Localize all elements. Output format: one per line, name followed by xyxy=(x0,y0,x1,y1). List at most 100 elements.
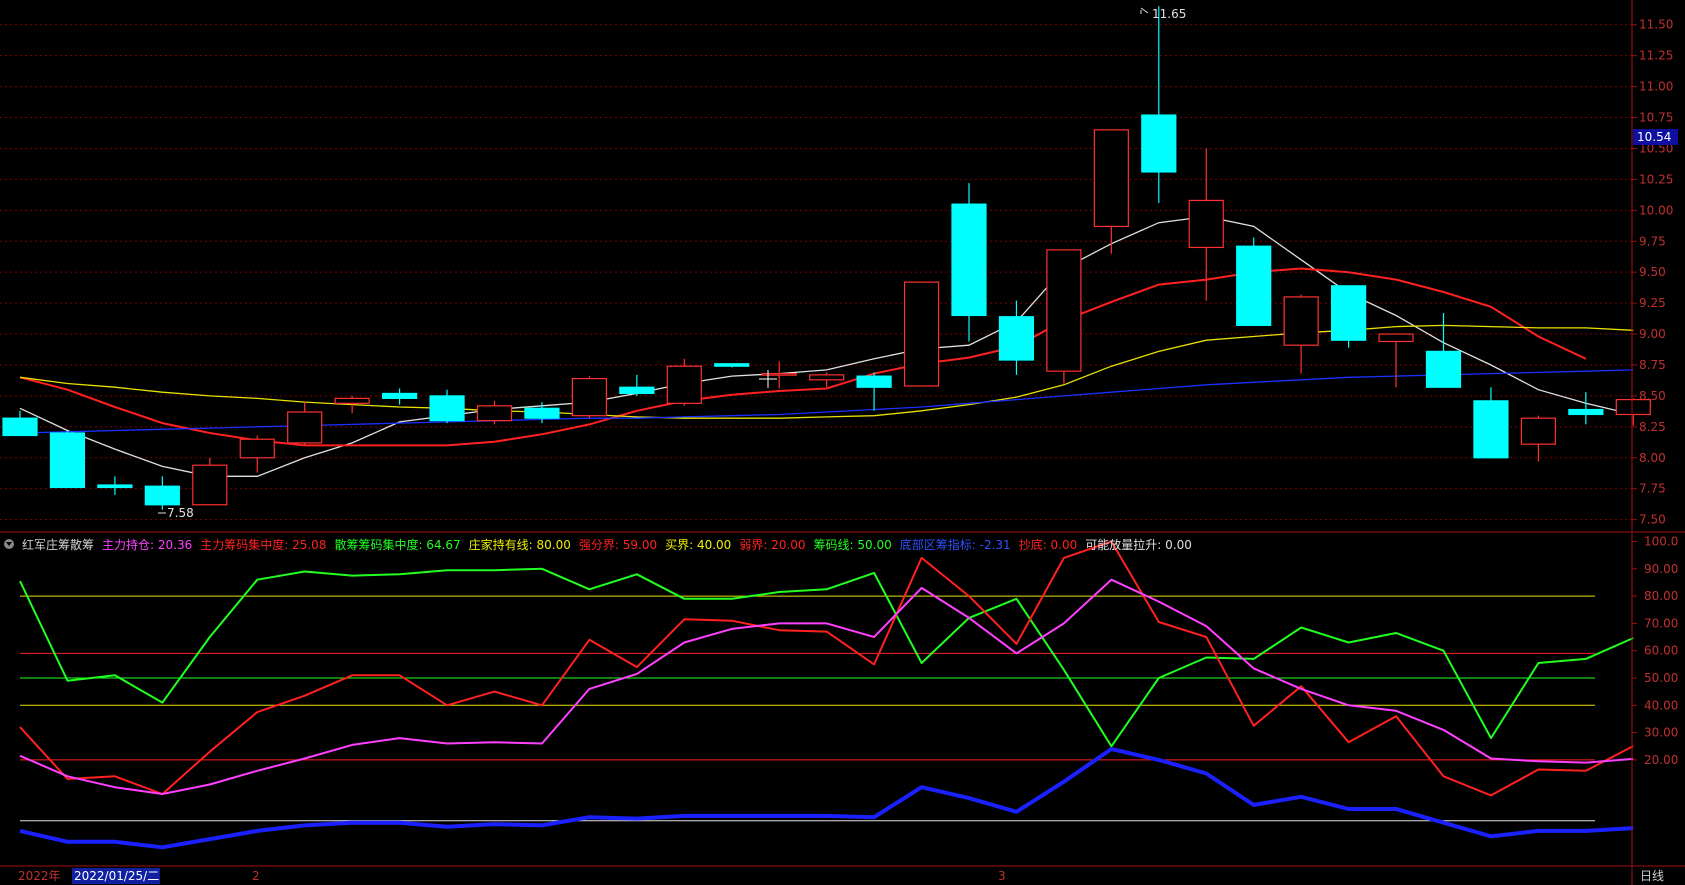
candle[interactable] xyxy=(1046,249,1082,384)
indicator-value: 散筹筹码集中度: 64.67 xyxy=(334,537,461,552)
candle[interactable] xyxy=(192,457,228,506)
candle-body xyxy=(1473,400,1509,459)
candle[interactable] xyxy=(998,300,1035,375)
price-tick-label: 11.50 xyxy=(1639,18,1673,32)
price-tick-label: 9.00 xyxy=(1639,327,1666,341)
candle-body xyxy=(1188,199,1224,249)
candle[interactable] xyxy=(809,372,845,388)
candle[interactable] xyxy=(761,361,797,389)
low-annotation: 7.58 xyxy=(158,506,194,520)
xaxis-year: 2022年 xyxy=(18,869,61,883)
cursor-cross xyxy=(759,370,777,388)
indicator-value: 买界: 40.00 xyxy=(665,537,732,552)
candle[interactable] xyxy=(429,389,465,424)
candle-body xyxy=(856,375,892,388)
candle[interactable] xyxy=(476,400,513,425)
price-tick-label: 11.25 xyxy=(1639,49,1673,63)
candle-body xyxy=(1046,249,1082,372)
indicator-tick-label: 90.00 xyxy=(1644,562,1678,576)
candle[interactable] xyxy=(1615,398,1651,426)
candle-body xyxy=(1568,408,1604,416)
candle[interactable] xyxy=(524,402,560,424)
candle[interactable] xyxy=(619,374,655,396)
candle-body xyxy=(239,438,275,459)
candle-body xyxy=(951,203,987,317)
candle-body xyxy=(1615,399,1651,416)
candle[interactable] xyxy=(334,395,370,414)
candle[interactable] xyxy=(714,363,750,368)
price-tick-label: 7.75 xyxy=(1639,482,1666,496)
candle[interactable] xyxy=(856,372,892,411)
indicator-value: 主力持仓: 20.36 xyxy=(102,537,193,552)
candle-body xyxy=(49,432,86,489)
price-tick-label: 8.75 xyxy=(1639,358,1666,372)
candle[interactable] xyxy=(1093,129,1129,254)
candle[interactable] xyxy=(97,476,133,495)
indicator-tick-label: 60.00 xyxy=(1644,644,1678,658)
indicator-value: 筹码线: 50.00 xyxy=(813,537,892,552)
indicator-tick-label: 30.00 xyxy=(1644,726,1678,740)
indicator-title[interactable]: 红军庄筹散筹 xyxy=(22,537,95,552)
candle-body xyxy=(761,373,797,376)
indicator-items: 主力持仓: 20.36 主力筹码集中度: 25.08 散筹筹码集中度: 64.67 庄… xyxy=(102,536,1200,553)
candle[interactable] xyxy=(49,430,86,489)
candle[interactable] xyxy=(382,388,418,405)
xaxis-month-3: 3 xyxy=(998,869,1006,883)
candle-body xyxy=(192,464,228,506)
candle-body xyxy=(382,392,418,399)
price-tick-label: 7.50 xyxy=(1639,513,1666,527)
candle[interactable] xyxy=(1330,285,1367,348)
candle[interactable] xyxy=(951,183,987,342)
candle-body xyxy=(1093,129,1129,228)
indicator-legend: 红军庄筹散筹 主力持仓: 20.36 主力筹码集中度: 25.08 散筹筹码集中度:… xyxy=(0,532,1620,556)
candle[interactable] xyxy=(1568,392,1604,425)
last-price-tag: 10.54 xyxy=(1633,129,1678,145)
price-tick-label: 8.25 xyxy=(1639,420,1666,434)
ma5-line xyxy=(19,215,1634,477)
price-tick-label: 10.75 xyxy=(1639,111,1673,125)
indicator-value: 抄底: 0.00 xyxy=(1018,537,1078,552)
candle-body xyxy=(334,397,370,404)
indicator-tick-label: 80.00 xyxy=(1644,589,1678,603)
candle[interactable] xyxy=(1378,333,1414,388)
last-price-text: 10.54 xyxy=(1637,130,1671,144)
main-grid xyxy=(0,24,1632,521)
period-label: 日线 xyxy=(1640,869,1664,883)
candle-body xyxy=(1425,350,1462,388)
candle[interactable] xyxy=(571,376,608,419)
candle[interactable] xyxy=(239,435,275,473)
indicator-value: 可能放量拉升: 0.00 xyxy=(1085,537,1192,552)
candle[interactable] xyxy=(1141,6,1177,203)
candle[interactable] xyxy=(903,281,940,387)
indicator-lines xyxy=(19,540,1634,850)
candle-body xyxy=(1236,245,1272,326)
candle[interactable] xyxy=(1473,387,1509,459)
candle[interactable] xyxy=(666,358,702,406)
indicator-value: 主力筹码集中度: 25.08 xyxy=(200,537,327,552)
candle[interactable] xyxy=(1283,294,1319,374)
indicator-series-line xyxy=(19,578,1634,795)
indicator-tick-label: 70.00 xyxy=(1644,616,1678,630)
candle-body xyxy=(1330,285,1367,341)
candle[interactable] xyxy=(1425,313,1462,388)
candle-body xyxy=(666,365,702,404)
price-tick-label: 11.00 xyxy=(1639,80,1673,94)
candle[interactable] xyxy=(2,410,38,437)
candle[interactable] xyxy=(287,402,323,446)
candle[interactable] xyxy=(1520,415,1557,462)
candle[interactable] xyxy=(144,476,180,510)
indicator-series-line xyxy=(19,747,1634,850)
indicator-series-line xyxy=(19,540,1634,797)
collapse-icon[interactable] xyxy=(4,539,14,549)
indicator-tick-label: 20.00 xyxy=(1644,753,1678,767)
candle[interactable] xyxy=(1236,237,1272,326)
candle-body xyxy=(809,374,845,381)
price-tick-label: 9.50 xyxy=(1639,265,1666,279)
indicator-tick-label: 40.00 xyxy=(1644,698,1678,712)
candle-body xyxy=(619,386,655,395)
candlesticks[interactable] xyxy=(2,6,1651,510)
price-axis: 7.507.758.008.258.508.759.009.259.509.75… xyxy=(1632,18,1673,527)
candle[interactable] xyxy=(1188,148,1224,301)
indicator-tick-label: 50.00 xyxy=(1644,671,1678,685)
